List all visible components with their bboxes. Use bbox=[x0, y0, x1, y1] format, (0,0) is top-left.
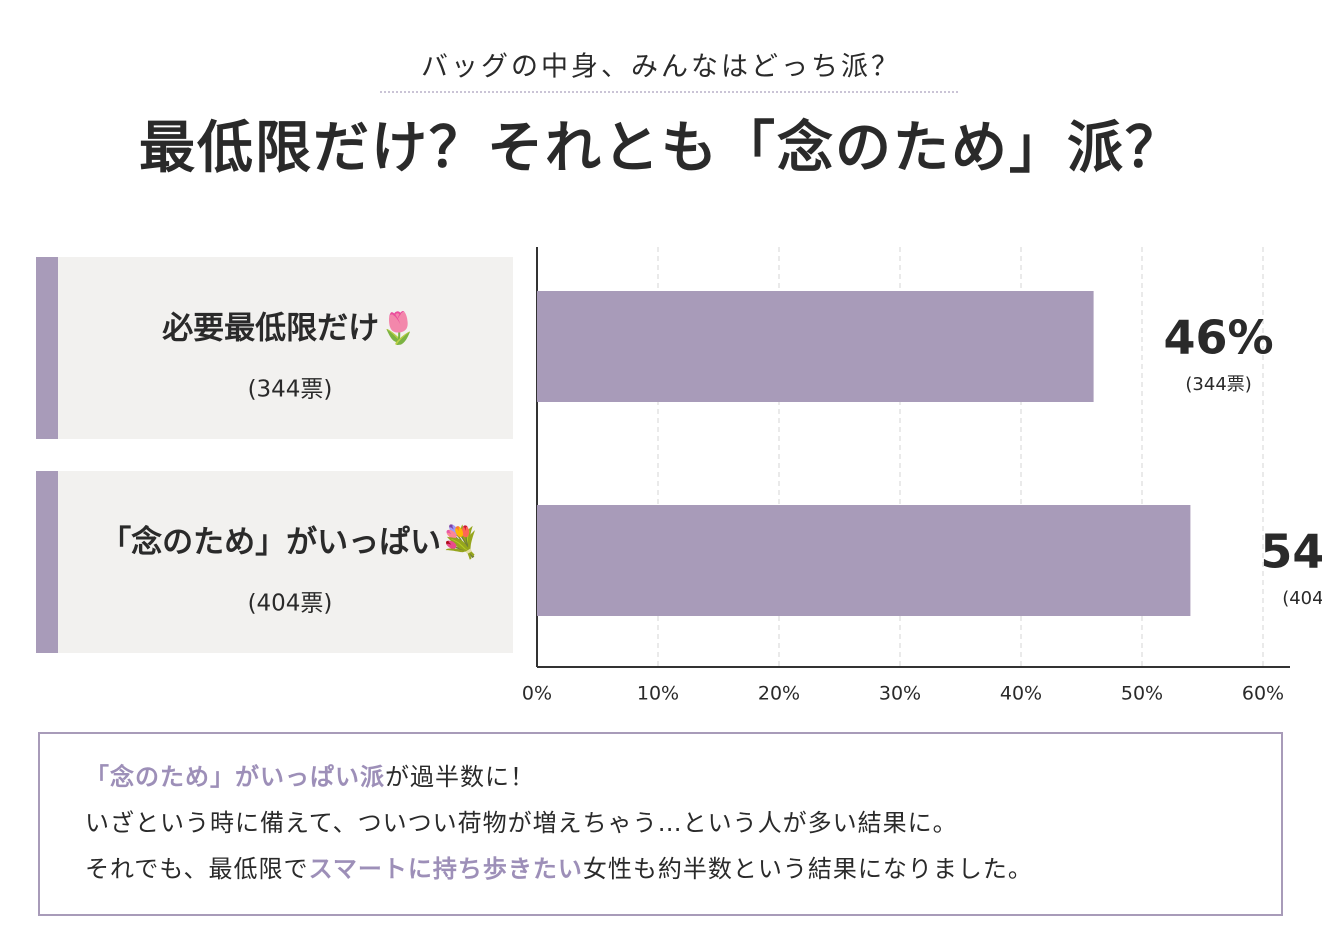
bar bbox=[537, 505, 1191, 616]
chart-title: 最低限だけ？それとも「念のため」派？ bbox=[139, 116, 1183, 181]
category-votes: (344票) bbox=[248, 377, 333, 403]
note-text: 女性も約半数という結果になりました。 bbox=[583, 855, 1033, 883]
value-label: 46% bbox=[1164, 311, 1274, 365]
category-panel bbox=[36, 471, 513, 653]
x-tick-label: 0% bbox=[522, 683, 552, 705]
category-label: 「念のため」がいっぱい💐 bbox=[100, 523, 480, 561]
note-line: それでも、最低限でスマートに持ち歩きたい女性も約半数という結果になりました。 bbox=[85, 855, 1033, 883]
note-box bbox=[38, 732, 1283, 916]
note-line: いざという時に備えて、ついつい荷物が増えちゃう…という人が多い結果に。 bbox=[85, 809, 958, 837]
x-tick-label: 40% bbox=[1000, 683, 1042, 705]
category-votes: (404票) bbox=[248, 591, 333, 617]
note-text: それでも、最低限で bbox=[85, 855, 309, 883]
category-strip bbox=[36, 257, 58, 439]
chart-subtitle: バッグの中身、みんなはどっち派？ bbox=[421, 52, 901, 83]
value-votes: (344票) bbox=[1185, 374, 1251, 395]
value-label: 54% bbox=[1260, 525, 1322, 579]
bar bbox=[537, 291, 1094, 402]
x-tick-label: 30% bbox=[879, 683, 921, 705]
x-tick-label: 60% bbox=[1242, 683, 1284, 705]
note-highlight: スマートに持ち歩きたい bbox=[309, 855, 583, 883]
note-text: いざという時に備えて、ついつい荷物が増えちゃう…という人が多い結果に。 bbox=[85, 809, 958, 837]
note-highlight: 「念のため」がいっぱい派 bbox=[85, 763, 385, 791]
x-tick-label: 50% bbox=[1121, 683, 1163, 705]
category-strip bbox=[36, 471, 58, 653]
category-label: 必要最低限だけ🌷 bbox=[162, 310, 418, 347]
x-tick-label: 20% bbox=[758, 683, 800, 705]
category-panel bbox=[36, 257, 513, 439]
note-text: が過半数に！ bbox=[385, 763, 535, 791]
value-votes: (404票) bbox=[1282, 588, 1322, 609]
note-line: 「念のため」がいっぱい派が過半数に！ bbox=[85, 763, 535, 791]
x-tick-label: 10% bbox=[637, 683, 679, 705]
